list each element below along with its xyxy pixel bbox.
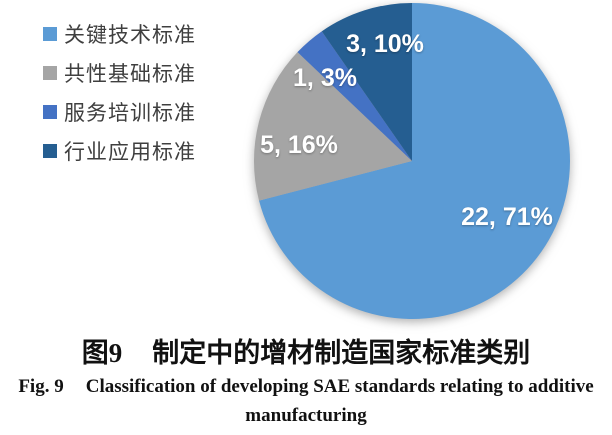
legend-item-label: 关键技术标准 — [64, 23, 196, 47]
figure-title-zh: 制定中的增材制造国家标准类别 — [152, 338, 531, 368]
figure-caption-zh: 图9 制定中的增材制造国家标准类别 — [0, 331, 612, 370]
legend-swatch — [43, 143, 57, 158]
pie-data-label-2: 1, 3% — [293, 64, 357, 92]
pie-slices — [253, 3, 570, 320]
figure-number-zh: 图9 — [81, 338, 123, 368]
figure-title-en-line1: Classification of developing SAE standar… — [85, 376, 594, 397]
legend-swatch — [43, 26, 57, 41]
legend-item: 关键技术标准 — [43, 22, 196, 47]
figure-caption-en-line2: manufacturing — [0, 405, 612, 427]
pie-slice-0 — [259, 3, 570, 320]
legend-swatch — [43, 65, 57, 80]
figure-caption-en-line1: Fig. 9 Classification of developing SAE s… — [0, 376, 612, 398]
legend-item: 服务培训标准 — [43, 100, 196, 125]
pie-data-labels: 22, 71% 5, 16% 1, 3% 3, 10% — [260, 30, 553, 231]
legend-item-label: 共性基础标准 — [64, 62, 196, 86]
legend-item: 行业应用标准 — [43, 139, 196, 164]
figure-title-en-line2: manufacturing — [245, 405, 367, 426]
legend-swatch — [43, 104, 57, 119]
pie-data-label-0: 22, 71% — [461, 203, 553, 231]
legend-item: 共性基础标准 — [43, 61, 196, 86]
pie-slice-1 — [253, 52, 412, 201]
legend-item-label: 行业应用标准 — [64, 140, 196, 164]
legend-item-label: 服务培训标准 — [64, 101, 196, 125]
pie-data-label-3: 3, 10% — [346, 30, 424, 58]
pie-slice-3 — [321, 3, 412, 161]
figure-number-en: Fig. 9 — [18, 376, 64, 397]
legend: 关键技术标准 共性基础标准 服务培训标准 行业应用标准 — [43, 22, 196, 164]
pie-chart: 22, 71% 5, 16% 1, 3% 3, 10% — [253, 3, 570, 320]
pie-data-label-1: 5, 16% — [260, 131, 338, 159]
pie-slice-2 — [297, 31, 412, 161]
